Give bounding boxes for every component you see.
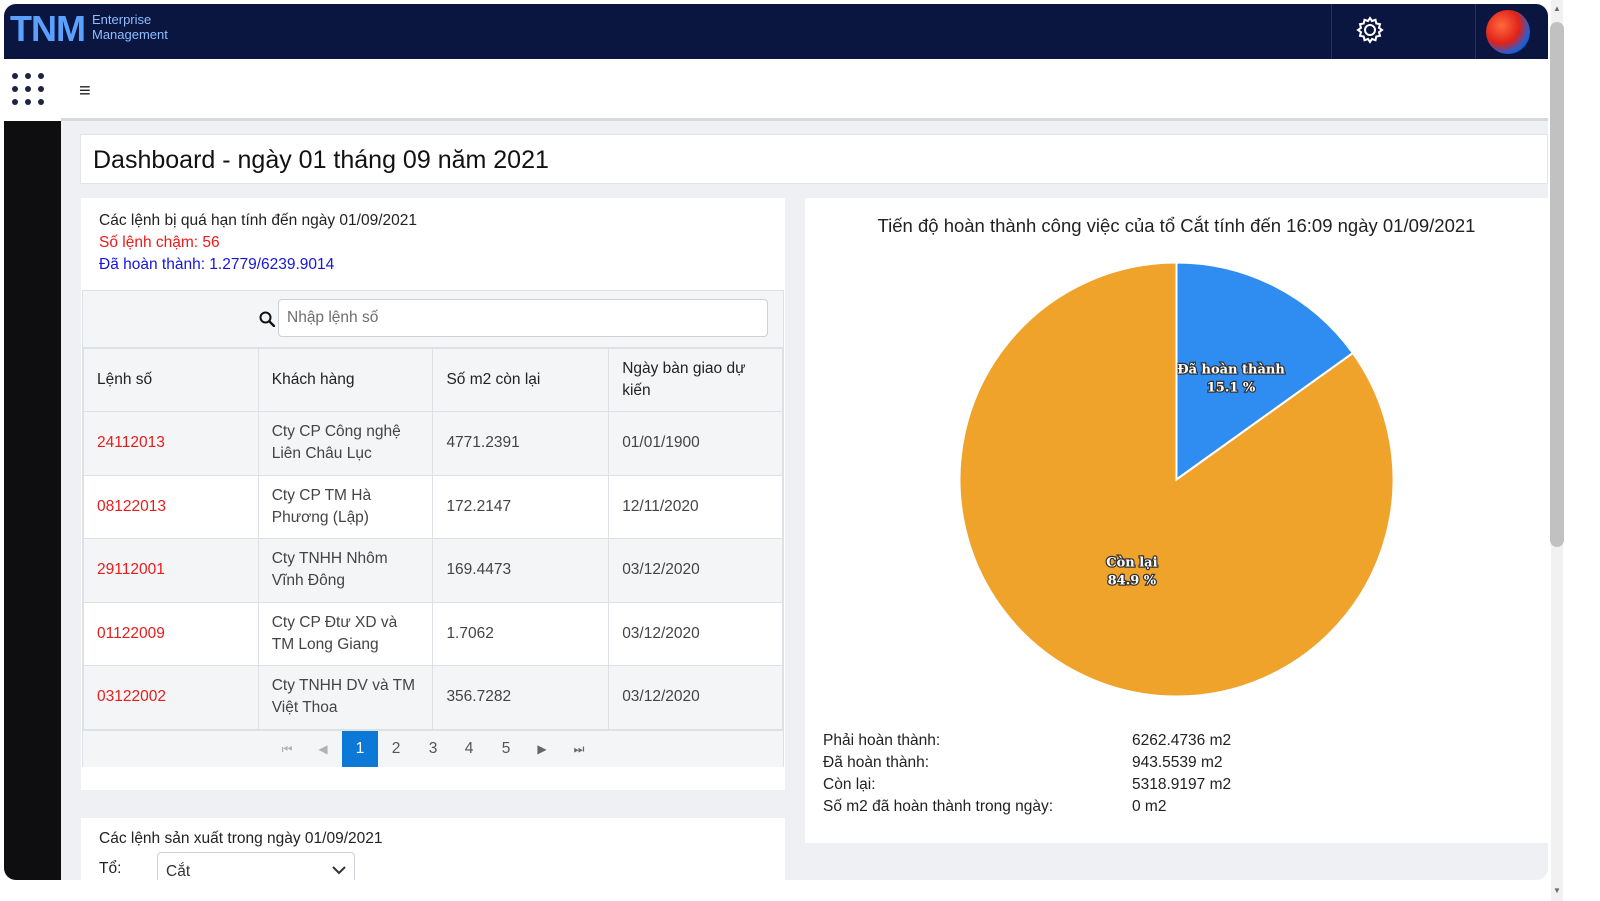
page-button-3[interactable]: 3 (428, 740, 438, 757)
order-code[interactable]: 03122002 (83, 665, 259, 730)
team-select[interactable]: Cắt (157, 852, 355, 880)
column-header[interactable]: Ngày bàn giao dự kiến (608, 348, 783, 412)
scrollbar-thumb[interactable] (1550, 22, 1564, 547)
divider (1331, 4, 1332, 59)
stat-row: Phải hoàn thành: 6262.4736 m2 (823, 730, 1523, 752)
remaining-cell: 356.7282 (432, 665, 610, 730)
slice-percent-label: 84.9 % (1108, 573, 1157, 588)
order-code[interactable]: 29112001 (83, 538, 259, 603)
pagination: ⏮ ◀ 1 2 3 4 5 ▶ ⏭ (83, 730, 783, 767)
top-bar: TNM Enterprise Management (4, 4, 1548, 59)
search-row (83, 291, 783, 348)
progress-chart-card: Tiến độ hoàn thành công việc của tổ Cắt … (805, 198, 1548, 843)
progress-stats: Phải hoàn thành: 6262.4736 m2 Đã hoàn th… (823, 730, 1523, 818)
order-code[interactable]: 01122009 (83, 601, 259, 666)
scroll-up-arrow[interactable]: ▲ (1553, 4, 1561, 13)
prev-page-button[interactable]: ◀ (318, 742, 328, 756)
stat-value: 943.5539 m2 (1132, 754, 1223, 771)
late-count: Số lệnh chậm: 56 (99, 234, 220, 251)
stat-label: Còn lại: (823, 776, 876, 793)
overdue-table: Lệnh số Khách hàng Số m2 còn lại Ngày bà… (83, 348, 783, 730)
remaining-cell: 1.7062 (432, 601, 610, 666)
customer-cell: Cty TNHH DV và TM Việt Thoa (257, 665, 434, 730)
column-header[interactable]: Khách hàng (257, 348, 434, 412)
customer-cell: Cty CP Công nghệ Liên Châu Lục (257, 411, 434, 476)
customer-cell: Cty CP TM Hà Phương (Lập) (257, 474, 434, 539)
production-heading: Các lệnh sản xuất trong ngày 01/09/2021 (99, 830, 383, 847)
last-page-button[interactable]: ⏭ (573, 742, 585, 756)
pie-slice[interactable] (1175, 261, 1355, 482)
stat-label: Đã hoàn thành: (823, 754, 930, 771)
page-button-1[interactable]: 1 (342, 731, 378, 767)
overdue-header: Các lệnh bị quá hạn tính đến ngày 01/09/… (99, 210, 417, 276)
chart-title: Tiến độ hoàn thành công việc của tổ Cắt … (877, 215, 1476, 236)
overdue-table-wrapper: Lệnh số Khách hàng Số m2 còn lại Ngày bà… (82, 290, 784, 767)
stat-value: 0 m2 (1132, 798, 1167, 815)
sub-header: ≡ (61, 59, 1548, 121)
order-code[interactable]: 24112013 (83, 411, 259, 476)
page-button-5[interactable]: 5 (501, 740, 511, 757)
scroll-down-arrow[interactable]: ▼ (1553, 886, 1561, 895)
team-label: Tổ: (99, 860, 122, 877)
sidebar (4, 59, 61, 880)
customer-cell: Cty TNHH Nhôm Vĩnh Đông (257, 538, 434, 603)
slice-category-label: Còn lại (1106, 555, 1157, 570)
remaining-cell: 4771.2391 (432, 411, 610, 476)
stat-row: Đã hoàn thành: 943.5539 m2 (823, 752, 1523, 774)
customer-cell: Cty CP Đtư XD và TM Long Giang (257, 601, 434, 666)
chevron-down-icon (332, 866, 346, 875)
search-icon (259, 311, 275, 327)
date-cell: 12/11/2020 (608, 474, 783, 539)
production-orders-card: Các lệnh sản xuất trong ngày 01/09/2021 … (81, 818, 785, 880)
column-header[interactable]: Số m2 còn lại (432, 348, 610, 412)
remaining-cell: 172.2147 (432, 474, 610, 539)
stat-value: 6262.4736 m2 (1132, 732, 1232, 749)
next-page-button[interactable]: ▶ (537, 742, 547, 756)
app-window: TNM Enterprise Management ≡ Dashboard - … (4, 4, 1548, 880)
slice-category-label: Đã hoàn thành (1177, 362, 1285, 377)
completed-summary: Đã hoàn thành: 1.2779/6239.9014 (99, 256, 335, 273)
date-cell: 03/12/2020 (608, 601, 783, 666)
table-row[interactable]: 01122009 Cty CP Đtư XD và TM Long Giang … (83, 601, 783, 666)
date-cell: 03/12/2020 (608, 665, 783, 730)
gear-icon[interactable] (1352, 12, 1388, 48)
title-card: Dashboard - ngày 01 tháng 09 năm 2021 (80, 134, 1548, 184)
date-cell: 03/12/2020 (608, 538, 783, 603)
stat-label: Phải hoàn thành: (823, 732, 941, 749)
column-header[interactable]: Lệnh số (83, 348, 259, 412)
table-row[interactable]: 03122002 Cty TNHH DV và TM Việt Thoa 356… (83, 665, 783, 730)
overdue-orders-card: Các lệnh bị quá hạn tính đến ngày 01/09/… (81, 198, 785, 790)
stat-label: Số m2 đã hoàn thành trong ngày: (823, 798, 1054, 815)
grid-icon[interactable] (4, 59, 61, 121)
pie-slice[interactable] (958, 261, 1395, 698)
stat-value: 5318.9197 m2 (1132, 776, 1232, 793)
team-select-value: Cắt (166, 863, 191, 880)
overdue-heading: Các lệnh bị quá hạn tính đến ngày 01/09/… (99, 212, 418, 229)
pie-chart: Đã hoàn thành 15.1 % Còn lại 84.9 % (958, 261, 1395, 698)
page-button-4[interactable]: 4 (464, 740, 474, 757)
table-row[interactable]: 24112013 Cty CP Công nghệ Liên Châu Lục … (83, 411, 783, 476)
page-button-2[interactable]: 2 (391, 740, 401, 757)
search-input[interactable] (278, 299, 768, 337)
avatar[interactable] (1486, 10, 1530, 54)
table-row[interactable]: 29112001 Cty TNHH Nhôm Vĩnh Đông 169.447… (83, 538, 783, 603)
remaining-cell: 169.4473 (432, 538, 610, 603)
stat-row: Còn lại: 5318.9197 m2 (823, 774, 1523, 796)
first-page-button[interactable]: ⏮ (281, 742, 293, 756)
stat-row: Số m2 đã hoàn thành trong ngày: 0 m2 (823, 796, 1523, 818)
logo-subtitle: Enterprise Management (92, 12, 168, 42)
date-cell: 01/01/1900 (608, 411, 783, 476)
divider (1475, 4, 1476, 59)
logo[interactable]: TNM (10, 8, 86, 49)
table-row[interactable]: 08122013 Cty CP TM Hà Phương (Lập) 172.2… (83, 474, 783, 539)
page-title: Dashboard - ngày 01 tháng 09 năm 2021 (93, 146, 549, 174)
order-code[interactable]: 08122013 (83, 474, 259, 539)
slice-percent-label: 15.1 % (1207, 380, 1256, 395)
hamburger-icon[interactable]: ≡ (79, 80, 91, 102)
